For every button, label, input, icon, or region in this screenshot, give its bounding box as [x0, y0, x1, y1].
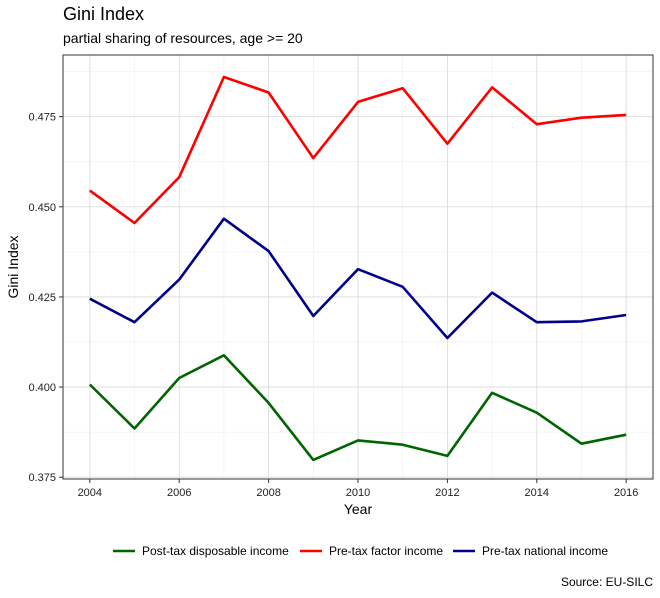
y-tick-label: 0.475: [28, 112, 56, 124]
x-tick-label: 2012: [435, 487, 459, 499]
x-axis-title: Year: [344, 501, 373, 517]
y-tick-label: 0.400: [28, 382, 56, 394]
x-tick-label: 2010: [346, 487, 370, 499]
chart-title: Gini Index: [63, 4, 144, 24]
y-tick-label: 0.375: [28, 472, 56, 484]
series-lines: [88, 75, 627, 462]
x-tick-label: 2008: [256, 487, 280, 499]
x-tick-label: 2004: [78, 487, 102, 499]
series-line-post-tax-disposable-income: [88, 353, 627, 462]
y-axis-title: Gini Index: [5, 235, 21, 298]
series-line-pre-tax-factor-income: [89, 75, 627, 225]
legend-label-pre-tax-national-income: Pre-tax national income: [482, 544, 608, 558]
y-tick-label: 0.425: [28, 292, 56, 304]
caption: Source: EU-SILC: [561, 575, 653, 589]
legend: Post-tax disposable income Pre-tax factor…: [113, 544, 608, 558]
chart-subtitle: partial sharing of resources, age >= 20: [63, 30, 303, 46]
x-tick-label: 2014: [525, 487, 549, 499]
legend-label-post-tax-disposable-income: Post-tax disposable income: [142, 544, 289, 558]
legend-label-pre-tax-factor-income: Pre-tax factor income: [329, 544, 443, 558]
grid: [63, 55, 653, 479]
x-tick-label: 2016: [614, 487, 638, 499]
series-line-pre-tax-national-income: [89, 217, 627, 340]
x-tick-label: 2006: [167, 487, 191, 499]
y-tick-label: 0.450: [28, 202, 56, 214]
axis-ticks: 2004 2006 2008 2010 2012 2014 2016 0.375 0.400 0.…: [28, 112, 638, 499]
